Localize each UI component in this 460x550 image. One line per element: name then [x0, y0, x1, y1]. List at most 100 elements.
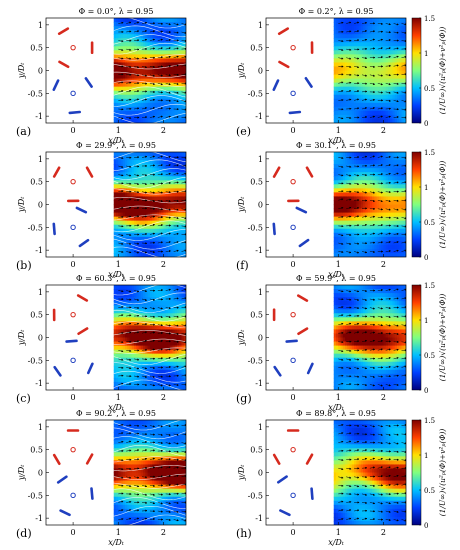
panel-title: Φ = 30.1°, λ = 0.95 [296, 141, 376, 150]
colorbar-scale [411, 17, 422, 124]
y-tick-label: 0 [258, 334, 263, 343]
y-tick-label: -0.5 [28, 356, 43, 365]
turbine-blades [52, 166, 94, 248]
x-tick-label: 0 [71, 126, 76, 135]
rotor-hub [70, 224, 76, 231]
colorbar-tick-label: 1.5 [424, 149, 435, 157]
y-tick-label: 1 [38, 155, 43, 164]
y-tick-label: -1 [35, 379, 43, 388]
rotor-hub [290, 446, 296, 453]
rotor-hub [70, 178, 76, 185]
x-axis-label: x/Dₜ [108, 270, 124, 279]
y-tick-label: 0.5 [250, 178, 263, 187]
velocity-field [333, 152, 406, 257]
y-tick-label: 1 [258, 423, 263, 432]
x-axis-label: x/Dₜ [108, 538, 124, 547]
y-tick-label: 0 [258, 469, 263, 478]
colorbar: 1.5 1 0.5 0 (1/U∞)√(u²ₚ(Φ)+v²ₚ(Φ)) [411, 15, 447, 128]
x-tick-label: 1 [116, 126, 121, 135]
y-tick-label: 0 [258, 201, 263, 210]
velocity-field [113, 18, 186, 123]
y-tick-label: 1 [38, 423, 43, 432]
x-tick-label: 2 [161, 126, 166, 135]
turbine-blades [272, 166, 314, 248]
velocity-field [333, 420, 406, 525]
blade [85, 166, 94, 178]
y-tick-label: -1 [255, 514, 263, 523]
colorbar: 1.5 1 0.5 0 (1/U∞)√(u²ₚ(Φ)+v²ₚ(Φ)) [411, 417, 447, 530]
colorbar-scale [411, 151, 422, 258]
rotor-hub [70, 311, 76, 318]
colorbar-label: (1/U∞)√(u²ₚ(Φ)+v²ₚ(Φ)) [438, 294, 447, 382]
colorbar-scale [411, 419, 422, 526]
colorbar-tick-label: 0 [424, 120, 428, 128]
y-tick-label: -0.5 [28, 89, 43, 98]
blade [272, 166, 281, 178]
streamlines [113, 285, 186, 390]
velocity-field [333, 285, 406, 390]
panel-letter: (f) [236, 259, 249, 272]
panel-b: 0 1 2 1 0.5 0 -0.5 -1 Φ = 29.9°, λ = 0.95 x/Dₜ y/D… [16, 141, 187, 279]
x-axis-label: x/Dₜ [108, 136, 124, 145]
y-axis-label: y/Dₜ [237, 330, 246, 347]
quiver-arrows [338, 423, 406, 522]
blade [273, 365, 282, 377]
quiver-arrows [338, 155, 406, 254]
y-tick-label: -0.5 [248, 89, 263, 98]
turbine-blades [272, 294, 314, 377]
velocity-field [113, 420, 186, 525]
panel-title: Φ = 59.9°, λ = 0.95 [296, 274, 376, 283]
x-tick-label: 0 [291, 126, 296, 135]
blade [295, 206, 308, 214]
blade [85, 453, 94, 465]
y-tick-label: -1 [255, 379, 263, 388]
panel-title: Φ = 60.3°, λ = 0.95 [76, 274, 156, 283]
y-axis-label: y/Dₜ [17, 63, 26, 80]
blade [272, 79, 280, 91]
streamlines [113, 152, 186, 257]
rotor-hub [70, 492, 76, 499]
colorbar-tick-label: 0.5 [424, 85, 435, 93]
turbine-blades [52, 429, 94, 517]
panel-c: 0 1 2 1 0.5 0 -0.5 -1 Φ = 60.3°, λ = 0.95 x/Dₜ y/D… [16, 274, 187, 412]
blade [65, 339, 78, 343]
blade [297, 327, 309, 336]
y-tick-label: 0.5 [30, 44, 43, 53]
blade [87, 362, 94, 375]
blade [276, 475, 288, 484]
y-tick-label: -1 [35, 246, 43, 255]
x-tick-label: 2 [161, 260, 166, 269]
turbine-blades [272, 429, 314, 517]
panel-letter: (a) [16, 125, 31, 138]
x-tick-label: 0 [291, 528, 296, 537]
x-tick-label: 1 [116, 393, 121, 402]
y-axis-label: y/Dₜ [237, 197, 246, 214]
x-tick-label: 1 [336, 260, 341, 269]
panel-d: 0 1 2 1 0.5 0 -0.5 -1 Φ = 90.2°, λ = 0.95 x/Dₜ y/D… [16, 409, 187, 547]
y-axis-label: y/Dₜ [17, 330, 26, 347]
blade [298, 238, 310, 248]
y-tick-label: -0.5 [28, 491, 43, 500]
colorbar-tick-label: 1.5 [424, 417, 435, 425]
x-tick-label: 1 [336, 393, 341, 402]
y-tick-label: 0.5 [30, 311, 43, 320]
colorbar-label: (1/U∞)√(u²ₚ(Φ)+v²ₚ(Φ)) [438, 27, 447, 115]
x-tick-label: 0 [291, 260, 296, 269]
panel-title: Φ = 89.8°, λ = 0.95 [296, 409, 376, 418]
blade [78, 238, 90, 248]
y-tick-label: 0 [38, 469, 43, 478]
x-axis-label: x/Dₜ [328, 270, 344, 279]
rotor-hub [70, 357, 76, 364]
x-tick-label: 2 [381, 528, 386, 537]
panel-g: 0 1 2 1 0.5 0 -0.5 -1 Φ = 59.9°, λ = 0.95 x/Dₜ y/D… [236, 274, 407, 412]
x-axis-label: x/Dₜ [108, 403, 124, 412]
panel-letter: (e) [236, 125, 251, 138]
panel-title: Φ = 0.2°, λ = 0.95 [299, 7, 374, 16]
y-tick-label: 0.5 [30, 178, 43, 187]
y-tick-label: -1 [35, 112, 43, 121]
colorbar-label: (1/U∞)√(u²ₚ(Φ)+v²ₚ(Φ)) [438, 429, 447, 517]
x-tick-label: 0 [71, 260, 76, 269]
colorbar-tick-label: 0 [424, 254, 428, 262]
y-tick-label: -0.5 [248, 491, 263, 500]
